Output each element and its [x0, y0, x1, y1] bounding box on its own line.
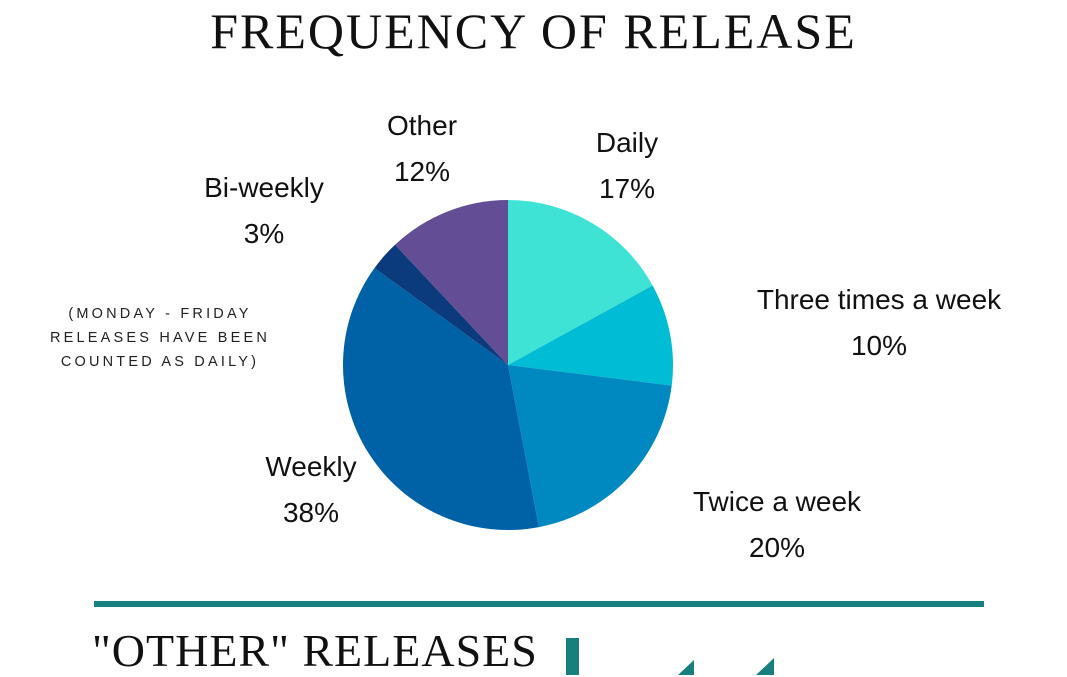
pie-slice-other [395, 200, 508, 365]
slice-pct-twice-a-week: 20% [748, 532, 806, 563]
deco-shape-right [756, 658, 774, 675]
daily-counting-note: (MONDAY - FRIDAY RELEASES HAVE BEEN COUN… [49, 306, 271, 370]
slice-label-weekly: Weekly 38% [265, 444, 356, 536]
slice-name-bi-weekly: Bi-weekly [204, 172, 324, 203]
slice-pct-bi-weekly: 3% [243, 218, 285, 249]
slice-name-daily: Daily [595, 127, 659, 158]
slice-label-three-times-a-week: Three times a week 10% [757, 277, 1001, 369]
pie-slice-weekly [342, 268, 539, 531]
pie-slice-three-times-a-week [508, 285, 674, 386]
section-divider [94, 601, 984, 607]
slice-label-twice-a-week: Twice a week 20% [693, 479, 861, 571]
slice-label-daily: Daily 17% [596, 120, 658, 212]
slice-name-other: Other [386, 110, 458, 141]
slice-pct-three-times-a-week: 10% [850, 330, 908, 361]
slice-pct-daily: 17% [598, 173, 656, 204]
slice-label-bi-weekly: Bi-weekly 3% [204, 165, 324, 257]
other-releases-heading: "OTHER" RELEASES [92, 625, 538, 676]
slice-name-weekly: Weekly [265, 451, 357, 482]
slice-pct-other: 12% [393, 156, 451, 187]
slice-label-other: Other 12% [387, 103, 457, 195]
decorative-graphic [566, 638, 774, 675]
deco-bar [566, 638, 579, 675]
slice-name-twice-a-week: Twice a week [692, 486, 862, 517]
pie-slice-bi-weekly [374, 244, 508, 365]
deco-shape-left [678, 660, 694, 675]
pie-slice-twice-a-week [508, 365, 672, 528]
slice-name-three-times-a-week: Three times a week [756, 284, 1002, 315]
chart-title: FREQUENCY OF RELEASE [210, 3, 857, 59]
pie-slice-daily [508, 200, 653, 365]
cropped-subheading [190, 664, 380, 675]
slice-pct-weekly: 38% [282, 497, 340, 528]
